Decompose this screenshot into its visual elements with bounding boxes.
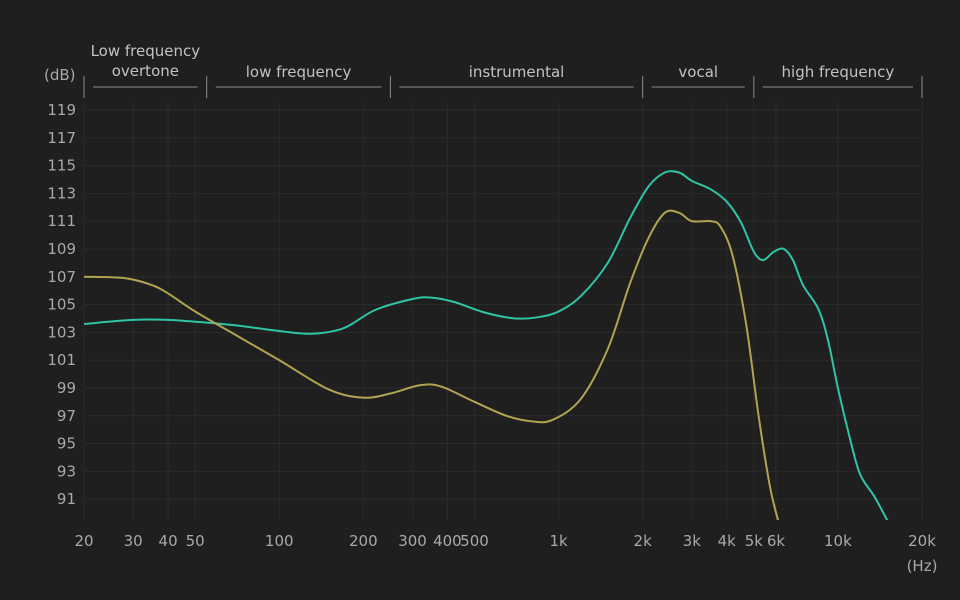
y-tick-label: 113 (47, 184, 76, 202)
region-label: instrumental (469, 63, 565, 81)
x-tick-label: 40 (159, 532, 178, 550)
x-tick-label: 4k (718, 532, 737, 550)
region-label: Low frequency (91, 42, 201, 60)
y-tick-label: 107 (47, 268, 76, 286)
region-label: low frequency (246, 63, 352, 81)
y-tick-label: 117 (47, 129, 76, 147)
x-tick-label: 5k (745, 532, 764, 550)
x-tick-label: 20 (74, 532, 93, 550)
y-tick-label: 93 (57, 462, 76, 480)
region-label: vocal (678, 63, 718, 81)
x-unit-label: (Hz) (907, 557, 938, 575)
y-tick-label: 105 (47, 296, 76, 314)
region-label: high frequency (782, 63, 895, 81)
region-label: overtone (112, 62, 179, 80)
y-unit-label: (dB) (44, 66, 76, 84)
x-tick-label: 3k (683, 532, 702, 550)
x-tick-label: 500 (460, 532, 489, 550)
x-tick-label: 50 (186, 532, 205, 550)
y-tick-label: 97 (57, 407, 76, 425)
y-axis: 119 117 115 113 111 109 107 105 103 101 99 97 95 93 91… (44, 66, 76, 508)
y-tick-label: 109 (47, 240, 76, 258)
y-tick-label: 111 (47, 212, 76, 230)
x-tick-label: 20k (908, 532, 936, 550)
y-tick-label: 95 (57, 435, 76, 453)
grid-lines (83, 103, 923, 520)
y-tick-label: 91 (57, 490, 76, 508)
x-tick-label: 300 (398, 532, 427, 550)
frequency-regions: Low frequency overtone low frequency instru… (83, 42, 923, 98)
x-tick-label: 200 (349, 532, 378, 550)
y-tick-label: 99 (57, 379, 76, 397)
series-line-teal (84, 170, 889, 520)
x-tick-label: 100 (265, 532, 294, 550)
x-tick-label: 1k (549, 532, 568, 550)
x-tick-label: 400 (433, 532, 462, 550)
y-tick-label: 119 (47, 101, 76, 119)
x-tick-label: 6k (767, 532, 786, 550)
y-tick-label: 103 (47, 323, 76, 341)
x-tick-label: 2k (634, 532, 653, 550)
response-curves (84, 170, 889, 520)
series-line-olive (84, 209, 779, 520)
y-tick-label: 115 (47, 157, 76, 175)
x-tick-label: 10k (824, 532, 852, 550)
y-tick-label: 101 (47, 351, 76, 369)
x-tick-label: 30 (124, 532, 143, 550)
